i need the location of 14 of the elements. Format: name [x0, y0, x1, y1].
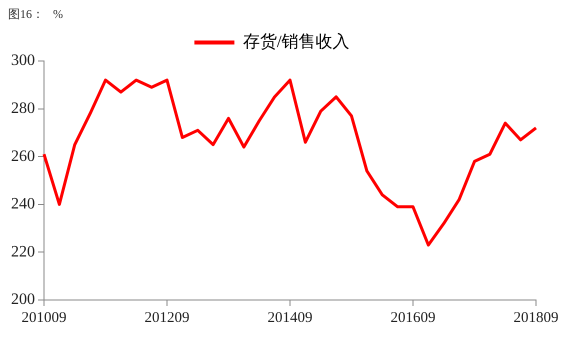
y-tick-label: 220: [11, 243, 35, 260]
x-tick-label: 201209: [144, 310, 190, 326]
chart-title: 图16：: [8, 7, 44, 21]
x-tick-label: 201809: [514, 310, 558, 326]
x-tick-label: 201409: [268, 310, 312, 326]
y-tick-label: 300: [11, 52, 35, 70]
y-tick-label: 240: [11, 196, 35, 213]
y-tick-label: 280: [11, 100, 35, 118]
legend-label: 存货/销售收入: [242, 32, 350, 51]
x-tick-label: 201609: [390, 310, 436, 326]
y-tick-label: 260: [11, 148, 35, 165]
y-tick-label: 200: [11, 291, 35, 308]
y-axis-title: %: [53, 7, 63, 21]
x-tick-label: 201009: [22, 310, 66, 326]
